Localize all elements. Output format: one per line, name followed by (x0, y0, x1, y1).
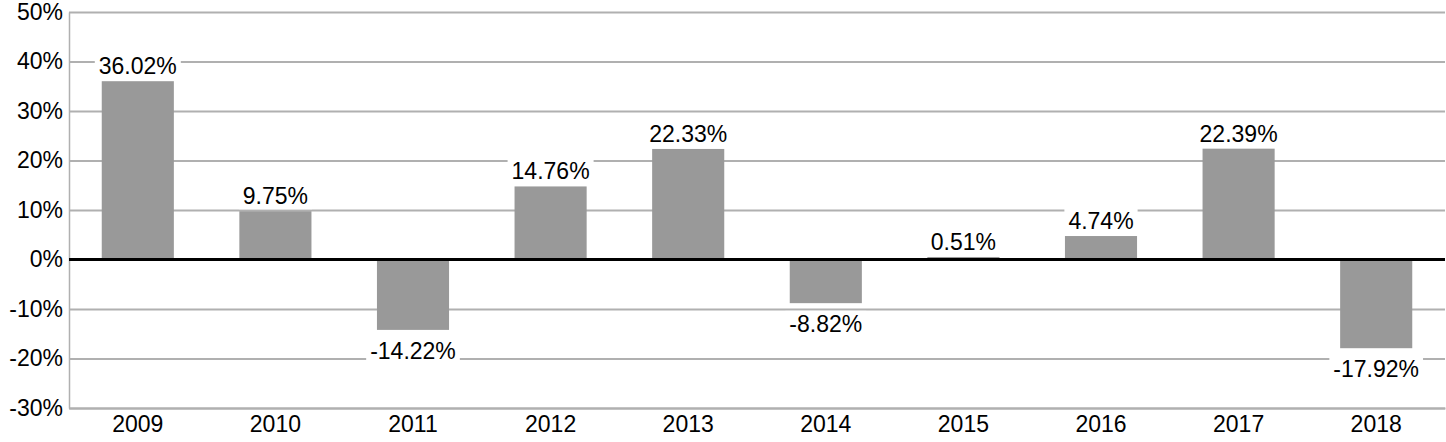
data-label-group: -14.22% (366, 338, 460, 364)
x-tick: 2013 (663, 408, 714, 437)
x-tick-label: 2016 (1075, 411, 1126, 437)
y-axis: -30% -20% -10% 0% 10% 20% 30% 40% 50% (9, 0, 1445, 421)
data-label-background (508, 158, 594, 184)
data-label: 14.76% (512, 158, 590, 184)
data-label-group: 0.51% (927, 229, 1000, 255)
data-label-group: 36.02% (95, 53, 181, 79)
data-label-background (239, 183, 312, 209)
x-tick: 2015 (938, 408, 989, 437)
x-tick: 2016 (1075, 408, 1126, 437)
data-label: 22.33% (649, 121, 727, 147)
grid-line (69, 408, 1445, 410)
zero-line (69, 258, 1445, 261)
data-label-background (785, 311, 866, 337)
data-label-background (1196, 121, 1282, 147)
y-tick-label: 30% (17, 98, 63, 124)
data-labels: 36.02% 9.75% -14.22% 14.76% 22.33% -8.82% 0.51… (95, 53, 1423, 382)
data-label-group: -17.92% (1329, 356, 1423, 382)
data-label: 9.75% (243, 183, 308, 209)
bar (652, 149, 724, 260)
x-tick-label: 2014 (800, 411, 851, 437)
x-tick-label: 2011 (388, 411, 437, 437)
y-tick-label: 0% (30, 246, 63, 272)
grid-line (69, 309, 1445, 311)
bars (102, 81, 1413, 348)
y-tick-label: 10% (17, 197, 63, 223)
x-tick-label: 2013 (663, 411, 714, 437)
data-label-background (927, 229, 1000, 255)
grid-line (69, 12, 1445, 14)
bar (515, 186, 587, 259)
x-axis: 2009 2010 2011 2012 2013 2014 2015 2016 2017 2018 (70, 408, 1446, 437)
x-tick-label: 2010 (250, 411, 301, 437)
grid-line (69, 358, 1445, 360)
y-tick: 50% (17, 0, 1445, 25)
plot: -30% -20% -10% 0% 10% 20% 30% 40% 50% 2009 2010 201… (9, 0, 1445, 437)
data-label: 4.74% (1068, 208, 1133, 234)
bar (790, 260, 862, 304)
data-label-background (366, 338, 460, 364)
grid-line (69, 111, 1445, 113)
data-label: -8.82% (789, 311, 862, 337)
data-label: 22.39% (1200, 121, 1278, 147)
x-tick-label: 2012 (525, 411, 576, 437)
data-label-group: 9.75% (239, 183, 312, 209)
x-tick: 2014 (800, 408, 851, 437)
data-label-background (95, 53, 181, 79)
y-tick: 40% (17, 48, 1445, 74)
data-label: 0.51% (931, 229, 996, 255)
x-tick-label: 2015 (938, 411, 989, 437)
data-label: -17.92% (1333, 356, 1419, 382)
bar (239, 211, 311, 259)
x-tick: 2012 (525, 408, 576, 437)
data-label-background (1329, 356, 1423, 382)
x-tick-label: 2017 (1213, 411, 1264, 437)
grid-line (69, 259, 1445, 261)
x-tick: 2011 (388, 408, 437, 437)
bar (1203, 149, 1275, 260)
bar (102, 81, 174, 259)
y-tick-label: 40% (17, 48, 63, 74)
x-axis-line (70, 408, 1446, 410)
x-tick-label: 2018 (1351, 411, 1402, 437)
data-label: 36.02% (99, 53, 177, 79)
y-tick-label: -30% (9, 395, 63, 421)
data-label: -14.22% (370, 338, 456, 364)
data-label-group: 14.76% (508, 158, 594, 184)
data-label-background (1064, 208, 1137, 234)
y-tick-label: 50% (17, 0, 63, 25)
x-tick: 2018 (1351, 408, 1402, 437)
bar (1340, 260, 1412, 349)
bar (1065, 236, 1137, 259)
bar (377, 260, 449, 330)
data-label-group: 22.39% (1196, 121, 1282, 147)
y-tick: -20% (9, 345, 1445, 371)
data-label-background (645, 121, 731, 147)
x-tick: 2009 (112, 408, 163, 437)
x-tick: 2017 (1213, 408, 1264, 437)
chart: -30% -20% -10% 0% 10% 20% 30% 40% 50% 2009 2010 201… (0, 0, 1446, 442)
data-label-group: -8.82% (785, 311, 866, 337)
y-tick-label: 20% (17, 147, 63, 173)
y-tick-label: -10% (9, 296, 63, 322)
x-tick-label: 2009 (112, 411, 163, 437)
y-tick-label: -20% (9, 345, 63, 371)
x-tick: 2010 (250, 408, 301, 437)
data-label-group: 4.74% (1064, 208, 1137, 234)
data-label-group: 22.33% (645, 121, 731, 147)
y-tick: -10% (9, 296, 1445, 322)
grid-line (69, 61, 1445, 63)
